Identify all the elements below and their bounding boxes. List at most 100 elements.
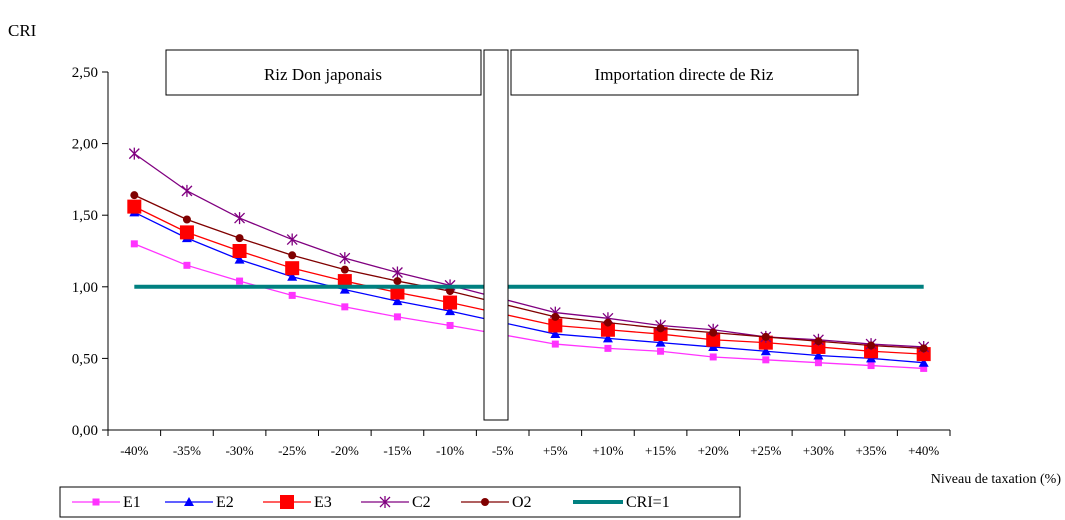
data-point xyxy=(867,341,876,350)
data-point xyxy=(285,261,300,276)
data-point xyxy=(761,332,770,341)
data-point xyxy=(339,252,351,265)
data-point xyxy=(814,337,823,346)
data-point xyxy=(390,285,405,300)
y-tick-label: 2,00 xyxy=(72,137,98,153)
y-axis-title: CRI xyxy=(8,21,37,40)
legend-label: C2 xyxy=(412,494,431,511)
data-point xyxy=(393,313,401,321)
series-c2 xyxy=(128,147,930,353)
annotation-right-label: Importation directe de Riz xyxy=(595,65,774,84)
data-point xyxy=(548,318,563,333)
y-tick-label: 0,00 xyxy=(72,423,98,439)
legend-label: E2 xyxy=(216,494,234,511)
x-tick-label: -35% xyxy=(173,443,201,458)
data-point xyxy=(392,296,403,306)
series-line xyxy=(134,206,924,355)
data-point xyxy=(391,266,403,279)
x-tick-label: +40% xyxy=(908,443,939,458)
data-point xyxy=(920,364,928,372)
x-tick-label: +25% xyxy=(750,443,781,458)
legend-label: O2 xyxy=(512,494,532,511)
data-point xyxy=(813,350,824,360)
data-point xyxy=(445,306,456,316)
x-tick-label: +35% xyxy=(855,443,886,458)
x-tick-label: +30% xyxy=(803,443,834,458)
data-point xyxy=(130,240,138,248)
legend-item-cri-1: CRI=1 xyxy=(573,494,670,511)
data-point xyxy=(551,340,559,348)
axes: 0,00 0,50 1,00 1,50 2,00 2,50 -40% -35% -30% -25%… xyxy=(72,65,951,458)
data-point xyxy=(657,347,665,355)
data-point xyxy=(337,274,352,289)
legend-marker xyxy=(379,496,391,508)
data-point xyxy=(130,191,139,200)
annotation-divider-box xyxy=(483,49,509,421)
data-point xyxy=(443,295,458,310)
data-point xyxy=(919,344,928,353)
data-point xyxy=(762,356,770,364)
x-tick-label: +5% xyxy=(543,443,568,458)
x-tick-label: +15% xyxy=(645,443,676,458)
series-line xyxy=(134,211,924,364)
legend-item-e2: E2 xyxy=(165,494,234,511)
series-o2 xyxy=(130,191,928,353)
data-point xyxy=(603,318,612,327)
y-tick-label: 1,00 xyxy=(72,280,98,296)
data-point xyxy=(760,346,771,356)
legend-marker xyxy=(280,495,294,509)
x-tick-label: -10% xyxy=(436,443,464,458)
legend-label: E3 xyxy=(314,494,332,511)
x-tick-label: -25% xyxy=(278,443,306,458)
data-point xyxy=(127,199,142,214)
data-point xyxy=(653,327,668,342)
legend-label: E1 xyxy=(123,494,141,511)
data-point xyxy=(234,212,246,225)
annotation-box-left xyxy=(165,49,482,96)
data-point xyxy=(709,328,718,337)
data-point xyxy=(235,234,244,243)
legend-item-c2: C2 xyxy=(361,494,431,511)
data-point xyxy=(602,333,613,343)
x-tick-label: -40% xyxy=(120,443,148,458)
x-tick-label: -20% xyxy=(331,443,359,458)
legend-marker xyxy=(184,497,194,506)
y-tick-label: 0,50 xyxy=(72,351,98,367)
x-tick-label: +10% xyxy=(592,443,623,458)
x-axis-title: Niveau de taxation (%) xyxy=(931,472,1062,487)
data-point xyxy=(918,357,929,367)
y-tick-label: 2,50 xyxy=(72,65,98,81)
data-point xyxy=(446,287,455,296)
legend-marker xyxy=(92,498,100,506)
data-point xyxy=(181,184,193,197)
data-point xyxy=(182,215,191,224)
annotation-box-right xyxy=(510,49,859,96)
data-point xyxy=(814,359,822,367)
data-point xyxy=(340,265,349,274)
x-tick-label: +20% xyxy=(698,443,729,458)
legend-marker xyxy=(481,498,489,506)
data-point xyxy=(288,291,296,299)
legend-item-o2: O2 xyxy=(461,494,532,511)
data-point xyxy=(550,329,561,339)
data-point xyxy=(709,353,717,361)
data-point xyxy=(600,322,615,337)
data-point xyxy=(234,254,245,264)
data-point xyxy=(446,321,454,329)
data-point xyxy=(286,233,298,246)
data-point xyxy=(339,284,350,294)
data-point xyxy=(656,324,665,333)
data-point xyxy=(183,261,191,269)
data-point xyxy=(288,251,297,260)
series-line xyxy=(134,194,924,350)
legend-item-e1: E1 xyxy=(72,494,141,511)
annotation-left-label: Riz Don japonais xyxy=(264,65,382,84)
data-point xyxy=(551,312,560,321)
data-point xyxy=(706,332,721,347)
legend: E1 E2 E3 C2 O2 CRI=1 xyxy=(59,486,741,518)
legend-label: CRI=1 xyxy=(626,494,670,511)
data-point xyxy=(287,271,298,281)
data-point xyxy=(179,225,194,240)
data-point xyxy=(867,362,875,370)
